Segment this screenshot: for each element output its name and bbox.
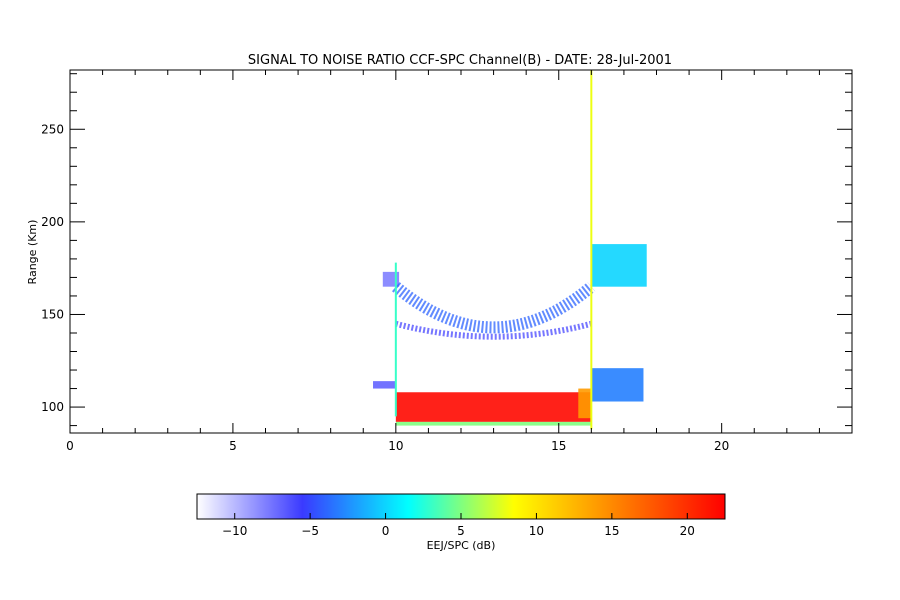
echo-region bbox=[395, 392, 592, 422]
echo-region bbox=[373, 381, 396, 389]
chart-title: SIGNAL TO NOISE RATIO CCF-SPC Channel(B)… bbox=[248, 53, 672, 68]
plot-frame bbox=[69, 69, 853, 434]
axes: 0 5 10 15 20 100 150 200 250 bbox=[41, 70, 853, 453]
echo-region bbox=[591, 244, 647, 287]
colorbar: −10 −5 0 5 10 15 20 bbox=[196, 493, 726, 538]
echo-region bbox=[591, 368, 644, 402]
colorbar-tick-label: 0 bbox=[382, 524, 390, 538]
y-tick-label: 150 bbox=[41, 307, 64, 321]
x-tick-label: 5 bbox=[229, 439, 237, 453]
colorbar-label: EEJ/SPC (dB) bbox=[427, 539, 496, 552]
echo-region bbox=[578, 388, 592, 419]
colorbar-tick-label: 5 bbox=[457, 524, 465, 538]
x-tick-label: 20 bbox=[714, 439, 729, 453]
colorbar-tick-label: 10 bbox=[529, 524, 544, 538]
y-tick-label: 200 bbox=[41, 215, 64, 229]
colorbar-tick-label: 20 bbox=[680, 524, 695, 538]
plot-area bbox=[373, 70, 647, 430]
y-tick-label: 250 bbox=[41, 122, 64, 136]
colorbar-tick-label: −10 bbox=[222, 524, 247, 538]
y-axis-label: Range (Km) bbox=[26, 220, 39, 285]
echo-arc bbox=[391, 282, 596, 334]
colorbar-tick-label: −5 bbox=[301, 524, 319, 538]
x-tick-label: 0 bbox=[66, 439, 74, 453]
echo-region bbox=[395, 421, 592, 426]
echo-arc bbox=[395, 320, 593, 340]
y-tick-label: 100 bbox=[41, 400, 64, 414]
colorbar-tick-label: 15 bbox=[604, 524, 619, 538]
x-tick-label: 15 bbox=[551, 439, 566, 453]
x-tick-label: 10 bbox=[388, 439, 403, 453]
